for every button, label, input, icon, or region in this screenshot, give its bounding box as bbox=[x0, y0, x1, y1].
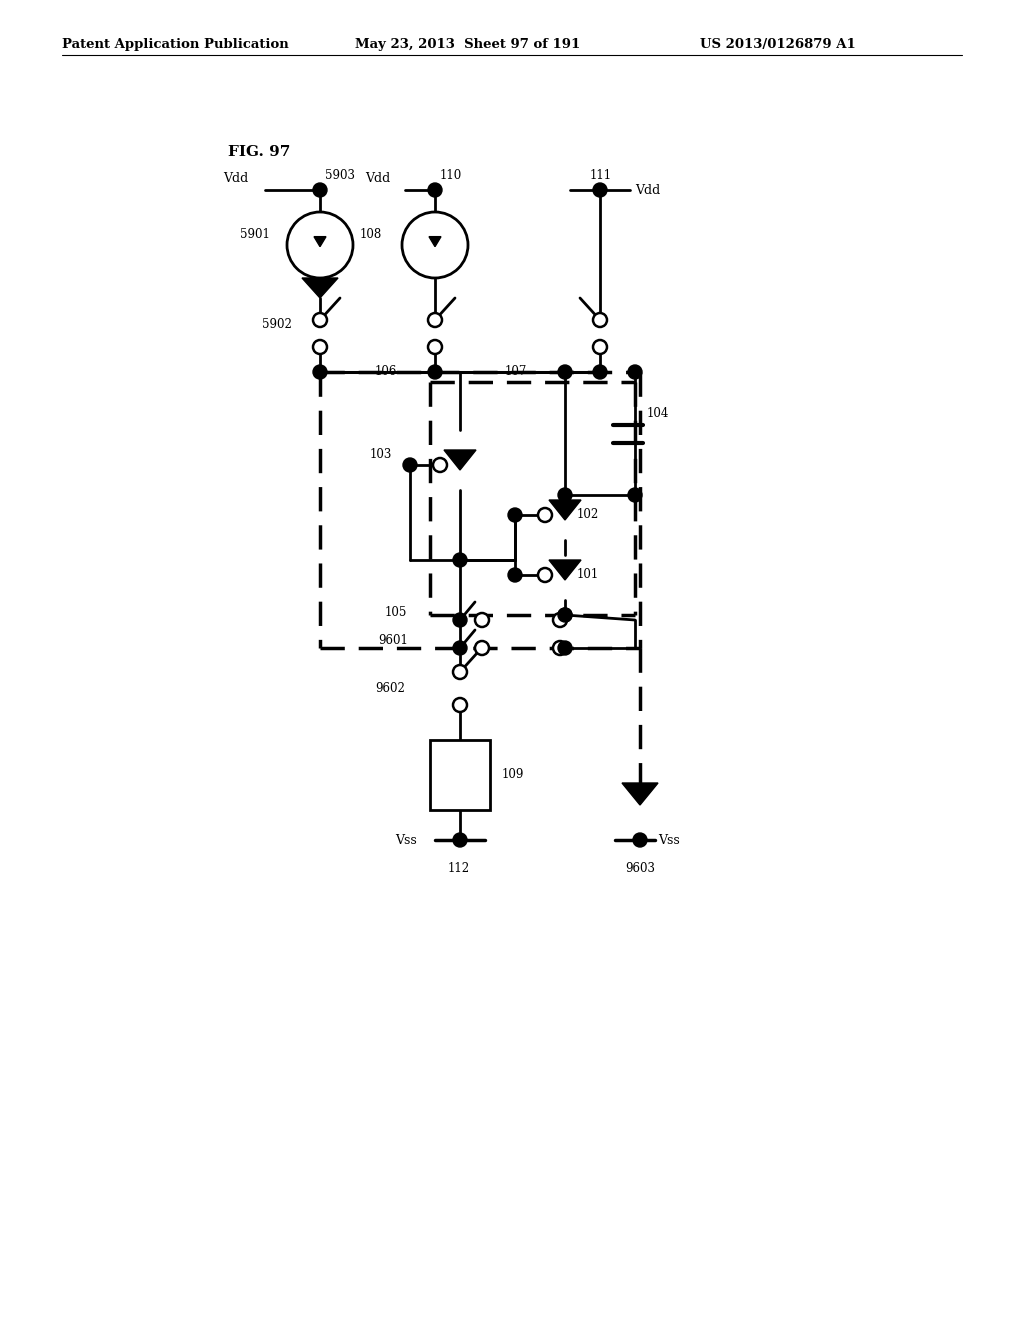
Circle shape bbox=[508, 568, 522, 582]
Text: 109: 109 bbox=[502, 768, 524, 781]
Circle shape bbox=[538, 568, 552, 582]
Text: Vss: Vss bbox=[395, 833, 417, 846]
Text: 107: 107 bbox=[505, 366, 527, 378]
Circle shape bbox=[428, 366, 442, 379]
Circle shape bbox=[403, 458, 417, 473]
Text: 111: 111 bbox=[590, 169, 612, 182]
Polygon shape bbox=[622, 783, 658, 805]
Circle shape bbox=[453, 642, 467, 655]
Text: 5901: 5901 bbox=[240, 228, 270, 242]
Circle shape bbox=[453, 553, 467, 568]
Circle shape bbox=[558, 609, 572, 622]
Text: 9603: 9603 bbox=[625, 862, 655, 875]
Text: 105: 105 bbox=[385, 606, 408, 619]
Circle shape bbox=[475, 642, 489, 655]
Text: Vss: Vss bbox=[658, 833, 680, 846]
Polygon shape bbox=[429, 236, 441, 247]
Circle shape bbox=[313, 313, 327, 327]
Circle shape bbox=[508, 508, 522, 521]
Circle shape bbox=[553, 612, 567, 627]
Bar bbox=[430, 741, 490, 810]
Text: May 23, 2013  Sheet 97 of 191: May 23, 2013 Sheet 97 of 191 bbox=[355, 38, 581, 51]
Circle shape bbox=[593, 341, 607, 354]
Polygon shape bbox=[444, 450, 476, 470]
Circle shape bbox=[558, 609, 572, 622]
Text: 106: 106 bbox=[375, 366, 397, 378]
Circle shape bbox=[628, 488, 642, 502]
Text: 104: 104 bbox=[647, 407, 670, 420]
Circle shape bbox=[313, 341, 327, 354]
Circle shape bbox=[593, 366, 607, 379]
Circle shape bbox=[453, 698, 467, 711]
Text: 9602: 9602 bbox=[375, 682, 404, 696]
Text: 102: 102 bbox=[577, 508, 599, 521]
Text: 110: 110 bbox=[440, 169, 462, 182]
Text: 5903: 5903 bbox=[325, 169, 355, 182]
Circle shape bbox=[558, 488, 572, 502]
Text: Vdd: Vdd bbox=[223, 172, 248, 185]
Circle shape bbox=[428, 341, 442, 354]
Text: FIG. 97: FIG. 97 bbox=[228, 145, 291, 158]
Circle shape bbox=[433, 458, 447, 473]
Polygon shape bbox=[314, 236, 326, 247]
Circle shape bbox=[428, 183, 442, 197]
Polygon shape bbox=[302, 279, 338, 298]
Circle shape bbox=[453, 665, 467, 678]
Text: US 2013/0126879 A1: US 2013/0126879 A1 bbox=[700, 38, 856, 51]
Circle shape bbox=[538, 508, 552, 521]
Polygon shape bbox=[549, 500, 581, 520]
Circle shape bbox=[593, 313, 607, 327]
Circle shape bbox=[287, 213, 353, 279]
Circle shape bbox=[402, 213, 468, 279]
Circle shape bbox=[428, 313, 442, 327]
Polygon shape bbox=[549, 560, 581, 579]
Text: Patent Application Publication: Patent Application Publication bbox=[62, 38, 289, 51]
Text: 112: 112 bbox=[449, 862, 470, 875]
Circle shape bbox=[313, 183, 327, 197]
Circle shape bbox=[558, 366, 572, 379]
Circle shape bbox=[453, 833, 467, 847]
Text: Vdd: Vdd bbox=[635, 183, 660, 197]
Text: 108: 108 bbox=[360, 228, 382, 242]
Circle shape bbox=[553, 642, 567, 655]
Text: 103: 103 bbox=[370, 449, 392, 462]
Circle shape bbox=[633, 833, 647, 847]
Circle shape bbox=[558, 642, 572, 655]
Circle shape bbox=[628, 366, 642, 379]
Circle shape bbox=[593, 183, 607, 197]
Text: 9601: 9601 bbox=[378, 634, 408, 647]
Circle shape bbox=[475, 612, 489, 627]
Circle shape bbox=[453, 612, 467, 627]
Text: Vdd: Vdd bbox=[365, 172, 390, 185]
Text: 101: 101 bbox=[577, 569, 599, 582]
Text: 5902: 5902 bbox=[262, 318, 292, 331]
Circle shape bbox=[313, 366, 327, 379]
